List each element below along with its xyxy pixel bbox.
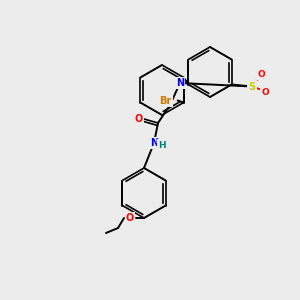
Text: O: O bbox=[135, 114, 143, 124]
Text: H: H bbox=[158, 140, 166, 149]
Text: N: N bbox=[176, 78, 184, 88]
Text: N: N bbox=[150, 138, 158, 148]
Text: O: O bbox=[126, 213, 134, 223]
Text: S: S bbox=[248, 82, 255, 92]
Text: Br: Br bbox=[160, 95, 172, 106]
Text: O: O bbox=[262, 88, 269, 97]
Text: O: O bbox=[258, 70, 266, 79]
